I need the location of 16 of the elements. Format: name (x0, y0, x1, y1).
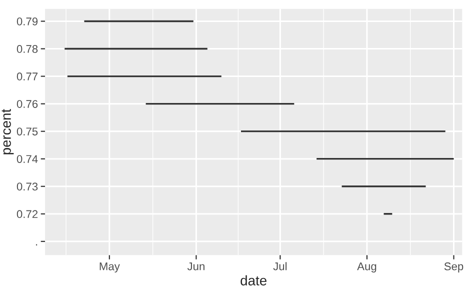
y-tick-label: . (36, 244, 38, 246)
x-tick-label: Jul (273, 262, 287, 270)
x-axis-title: date (240, 275, 266, 286)
x-tick-label: Aug (357, 262, 376, 272)
y-tick-label: 0.79 (16, 18, 38, 26)
x-tick-label: May (100, 262, 120, 272)
y-tick-label: 0.77 (16, 72, 38, 80)
y-tick-label: 0.75 (16, 128, 38, 136)
y-tick-label: 0.72 (16, 210, 38, 218)
y-tick-label: 0.73 (16, 182, 38, 191)
y-tick-label: 0.74 (16, 155, 38, 163)
y-tick-label: 0.76 (16, 100, 38, 108)
x-tick-label: Sep (444, 262, 464, 272)
x-tick-label: Jun (187, 262, 204, 270)
y-tick-label: 0.78 (16, 45, 38, 53)
y-axis-title: percent (2, 108, 14, 154)
